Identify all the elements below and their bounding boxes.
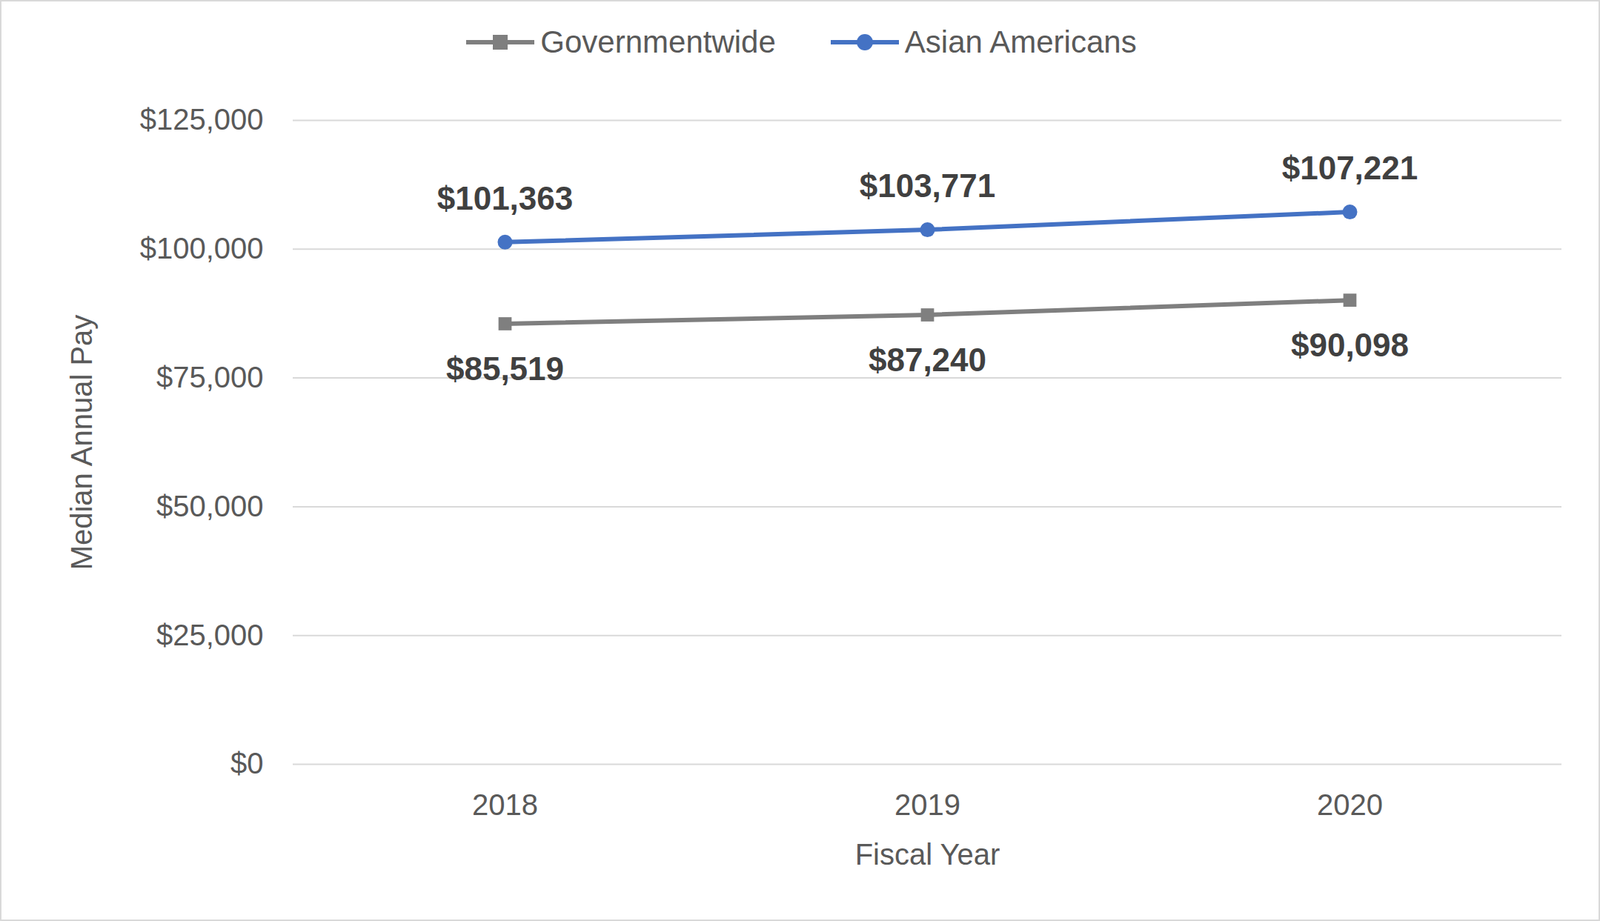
svg-text:$125,000: $125,000 [140,103,264,136]
html-text:Governmentwide: Governmentwide [540,24,776,60]
svg-text:$25,000: $25,000 [156,618,264,652]
svg-text:Median Annual Pay: Median Annual Pay [65,314,98,571]
svg-text:$85,519: $85,519 [446,350,564,387]
svg-text:$103,771: $103,771 [859,167,997,204]
svg-text:$50,000: $50,000 [156,489,264,523]
svg-text:$90,098: $90,098 [1290,326,1409,364]
svg-text:Fiscal Year: Fiscal Year [855,838,1001,871]
svg-text:$107,221: $107,221 [1282,149,1419,187]
html-text:Asian Americans: Asian Americans [904,24,1137,60]
svg-text:$101,363: $101,363 [437,180,574,217]
svg-text:2019: 2019 [894,788,961,822]
svg-text:$87,240: $87,240 [868,341,987,378]
svg-text:$75,000: $75,000 [156,360,264,394]
svg-text:$100,000: $100,000 [140,231,264,265]
svg-text:2020: 2020 [1316,788,1383,822]
svg-text:2018: 2018 [472,788,539,822]
svg-text:$0: $0 [230,747,264,780]
